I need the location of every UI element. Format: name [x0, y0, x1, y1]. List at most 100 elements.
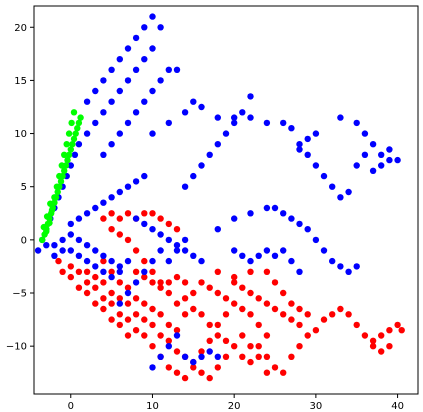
- data-point: [271, 252, 279, 259]
- data-point: [83, 242, 91, 249]
- data-point: [296, 146, 303, 153]
- data-point: [263, 119, 271, 127]
- data-point: [51, 194, 58, 201]
- data-point: [280, 210, 287, 217]
- data-point: [75, 141, 83, 148]
- data-point: [141, 273, 148, 281]
- data-point: [141, 98, 148, 105]
- data-point: [141, 56, 148, 63]
- data-point: [231, 343, 238, 350]
- data-point: [296, 141, 303, 148]
- data-point: [64, 156, 71, 164]
- data-point: [124, 284, 132, 291]
- data-point: [190, 364, 197, 371]
- data-point: [116, 300, 124, 307]
- data-point: [141, 210, 148, 217]
- data-point: [231, 119, 238, 127]
- data-point: [43, 213, 51, 220]
- data-point: [100, 257, 107, 265]
- data-point: [108, 98, 115, 105]
- data-point: [74, 125, 81, 132]
- data-point: [214, 353, 221, 360]
- data-point: [149, 257, 156, 265]
- data-point: [157, 332, 164, 339]
- data-point: [157, 284, 164, 291]
- data-point: [108, 66, 115, 74]
- data-point: [271, 279, 279, 286]
- data-point: [124, 210, 132, 217]
- data-point: [124, 332, 132, 339]
- data-point: [296, 321, 303, 329]
- data-point: [181, 295, 189, 302]
- data-point: [369, 141, 377, 148]
- x-tick-label: 30: [310, 401, 323, 412]
- data-point: [132, 34, 140, 42]
- data-point: [132, 109, 140, 116]
- data-point: [198, 311, 205, 318]
- data-point: [67, 162, 75, 169]
- data-point: [353, 162, 360, 169]
- points-layer: [34, 13, 405, 382]
- data-point: [157, 215, 164, 222]
- data-point: [124, 289, 132, 297]
- data-point: [271, 204, 279, 212]
- data-point: [149, 210, 156, 217]
- data-point: [132, 295, 140, 302]
- data-point: [54, 188, 61, 196]
- data-point: [181, 279, 189, 286]
- y-tick-label: 15: [14, 76, 27, 87]
- data-point: [77, 114, 84, 121]
- data-point: [141, 257, 148, 265]
- data-point: [149, 343, 156, 350]
- data-point: [100, 215, 107, 222]
- data-point: [132, 66, 140, 74]
- data-point: [239, 305, 246, 313]
- data-point: [206, 337, 213, 344]
- data-point: [69, 141, 76, 148]
- data-point: [165, 257, 172, 265]
- data-point: [100, 252, 107, 259]
- data-point: [132, 247, 140, 254]
- data-point: [214, 141, 221, 148]
- data-point: [329, 257, 336, 265]
- data-point: [132, 268, 140, 275]
- x-axis: 0 10 20 30 40: [68, 394, 404, 412]
- data-point: [83, 130, 91, 137]
- data-point: [263, 300, 271, 307]
- data-point: [255, 343, 262, 350]
- data-point: [198, 369, 205, 376]
- data-point: [149, 130, 156, 137]
- data-point: [320, 247, 328, 254]
- data-point: [43, 242, 50, 249]
- data-point: [222, 130, 230, 137]
- data-point: [173, 369, 181, 376]
- data-point: [116, 188, 124, 196]
- data-point: [247, 289, 254, 297]
- y-tick-label: −10: [6, 342, 27, 353]
- data-point: [369, 337, 377, 344]
- data-point: [386, 156, 393, 164]
- data-point: [214, 289, 221, 297]
- data-point: [173, 247, 181, 254]
- data-point: [157, 77, 164, 84]
- data-point: [116, 268, 124, 275]
- data-point: [231, 114, 238, 121]
- data-point: [231, 300, 238, 307]
- data-point: [304, 226, 311, 233]
- data-point: [65, 151, 73, 158]
- plot-area-background: [34, 6, 418, 394]
- data-point: [108, 300, 115, 307]
- data-point: [337, 263, 344, 270]
- data-point: [288, 257, 295, 265]
- data-point: [116, 56, 124, 63]
- data-point: [67, 220, 75, 228]
- data-point: [40, 223, 47, 231]
- data-point: [288, 353, 295, 360]
- x-tick-label: 10: [146, 401, 159, 412]
- data-point: [65, 130, 73, 137]
- data-point: [214, 114, 221, 121]
- data-point: [165, 289, 172, 297]
- data-point: [181, 311, 189, 318]
- data-point: [378, 332, 385, 339]
- data-point: [100, 279, 107, 286]
